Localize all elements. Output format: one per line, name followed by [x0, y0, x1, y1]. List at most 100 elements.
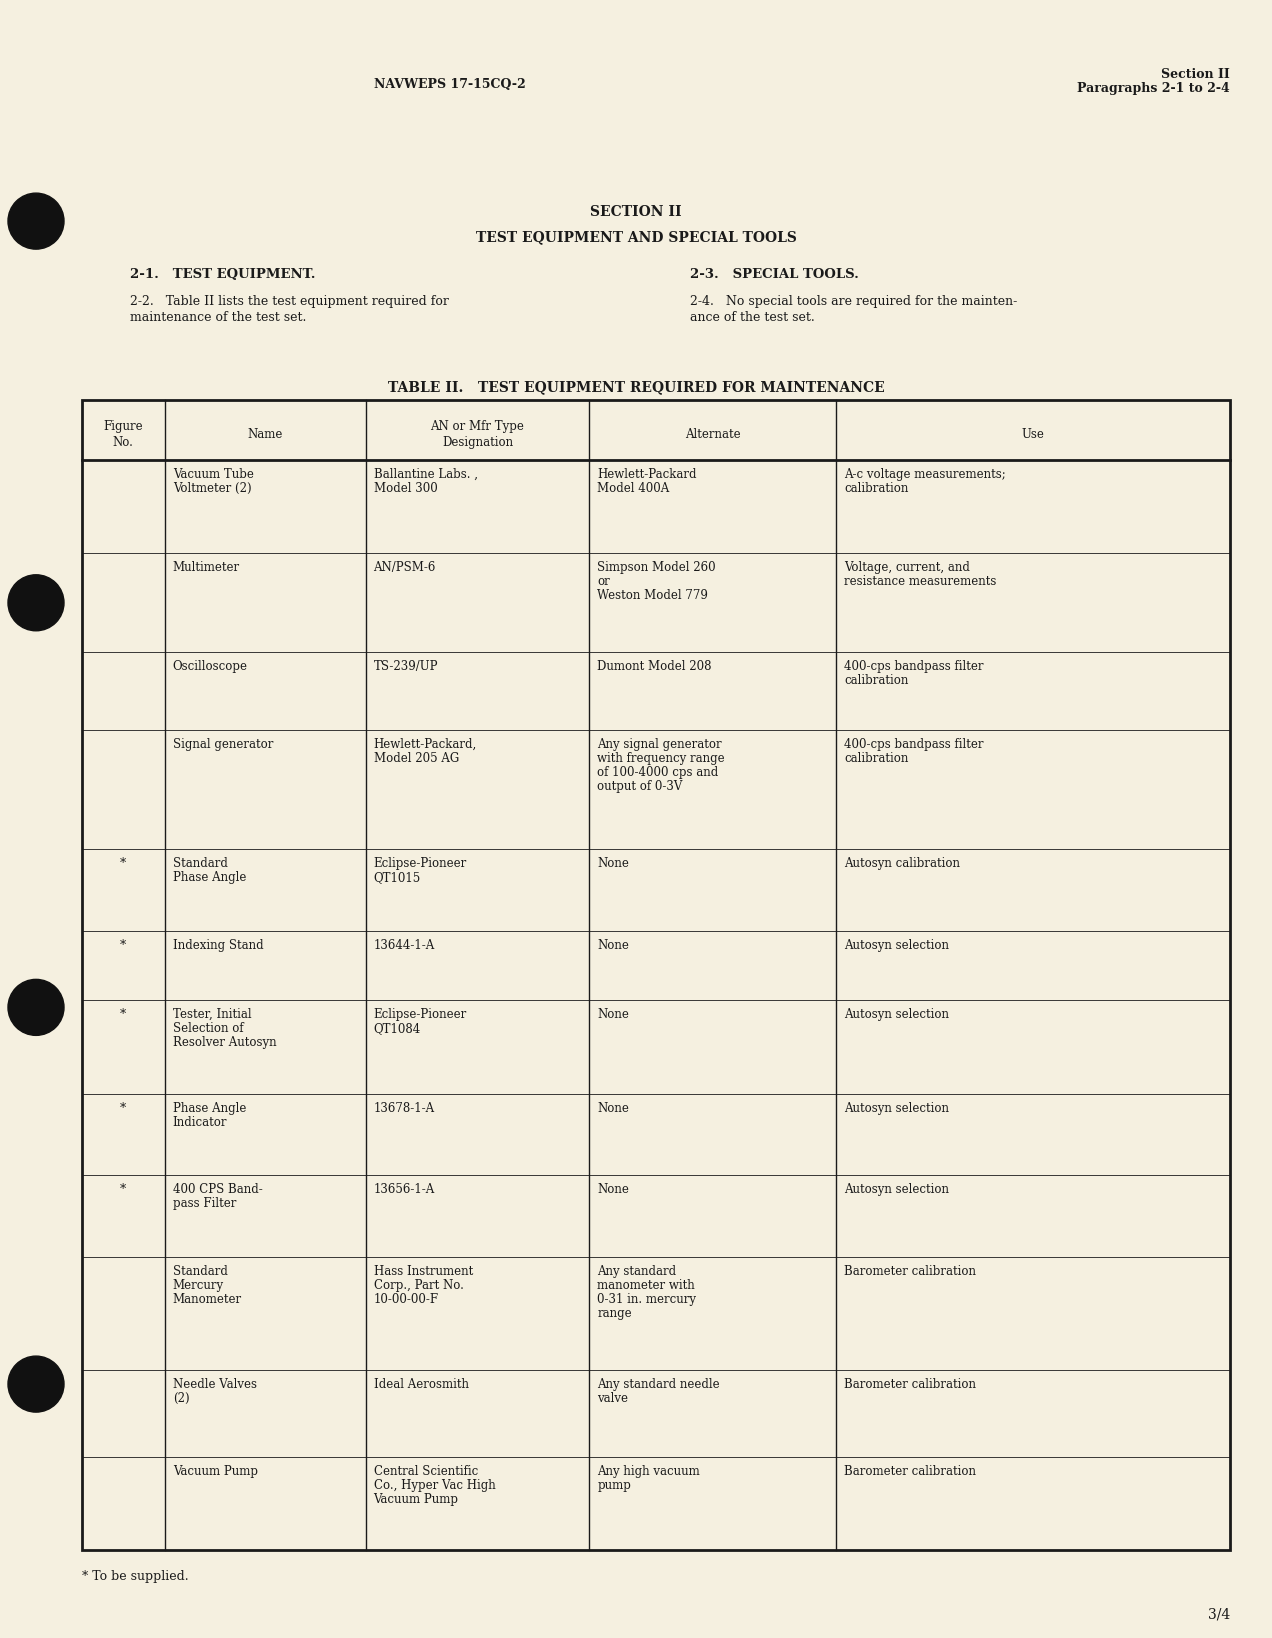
Text: 13678-1-A: 13678-1-A — [374, 1102, 435, 1114]
Text: Hewlett-Packard,: Hewlett-Packard, — [374, 737, 477, 750]
Text: Hass Instrument: Hass Instrument — [374, 1265, 473, 1278]
Text: Eclipse-Pioneer: Eclipse-Pioneer — [374, 1009, 467, 1020]
Text: Barometer calibration: Barometer calibration — [845, 1265, 976, 1278]
Text: TS-239/UP: TS-239/UP — [374, 660, 438, 673]
Text: Oscilloscope: Oscilloscope — [173, 660, 248, 673]
Text: *: * — [120, 939, 126, 952]
Text: Section II: Section II — [1161, 69, 1230, 80]
Text: Simpson Model 260: Simpson Model 260 — [598, 562, 716, 575]
Text: Vacuum Pump: Vacuum Pump — [173, 1464, 258, 1477]
Text: Ideal Aerosmith: Ideal Aerosmith — [374, 1378, 468, 1391]
Text: 13644-1-A: 13644-1-A — [374, 939, 435, 952]
Text: Autosyn selection: Autosyn selection — [845, 1102, 949, 1114]
Text: manometer with: manometer with — [598, 1279, 696, 1291]
Text: 13656-1-A: 13656-1-A — [374, 1183, 435, 1196]
Text: Tester, Initial: Tester, Initial — [173, 1009, 252, 1020]
Text: None: None — [598, 857, 630, 870]
Text: Use: Use — [1021, 428, 1044, 441]
Text: Phase Angle: Phase Angle — [173, 871, 245, 885]
Text: QT1015: QT1015 — [374, 871, 421, 885]
Text: Designation: Designation — [441, 436, 513, 449]
Text: QT1084: QT1084 — [374, 1022, 421, 1035]
Circle shape — [8, 1356, 64, 1412]
Text: None: None — [598, 1183, 630, 1196]
Text: valve: valve — [598, 1392, 628, 1405]
Text: 2-4.   No special tools are required for the mainten-: 2-4. No special tools are required for t… — [689, 295, 1018, 308]
Text: AN/PSM-6: AN/PSM-6 — [374, 562, 436, 575]
Text: resistance measurements: resistance measurements — [845, 575, 996, 588]
Text: Vacuum Tube: Vacuum Tube — [173, 468, 253, 482]
Text: 0-31 in. mercury: 0-31 in. mercury — [598, 1292, 696, 1305]
Text: output of 0-3V: output of 0-3V — [598, 780, 683, 793]
Text: Name: Name — [248, 428, 282, 441]
Text: Figure: Figure — [103, 419, 144, 432]
Text: Co., Hyper Vac High: Co., Hyper Vac High — [374, 1479, 495, 1492]
Text: Corp., Part No.: Corp., Part No. — [374, 1279, 463, 1291]
Text: Phase Angle: Phase Angle — [173, 1102, 245, 1114]
Text: Ballantine Labs. ,: Ballantine Labs. , — [374, 468, 477, 482]
Text: AN or Mfr Type: AN or Mfr Type — [430, 419, 524, 432]
Text: calibration: calibration — [845, 673, 908, 686]
Text: Vacuum Pump: Vacuum Pump — [374, 1492, 458, 1505]
Text: Indicator: Indicator — [173, 1115, 228, 1129]
Text: Signal generator: Signal generator — [173, 737, 273, 750]
Text: *: * — [120, 1102, 126, 1114]
Text: Central Scientific: Central Scientific — [374, 1464, 478, 1477]
Text: None: None — [598, 1102, 630, 1114]
Text: pump: pump — [598, 1479, 631, 1492]
Text: Weston Model 779: Weston Model 779 — [598, 590, 709, 603]
Circle shape — [8, 980, 64, 1035]
Text: Standard: Standard — [173, 1265, 228, 1278]
Text: 3/4: 3/4 — [1207, 1609, 1230, 1622]
Text: Any standard needle: Any standard needle — [598, 1378, 720, 1391]
Text: with frequency range: with frequency range — [598, 752, 725, 765]
Text: Autosyn selection: Autosyn selection — [845, 1183, 949, 1196]
Text: pass Filter: pass Filter — [173, 1197, 237, 1210]
Text: 400-cps bandpass filter: 400-cps bandpass filter — [845, 660, 983, 673]
Text: No.: No. — [113, 436, 134, 449]
Text: * To be supplied.: * To be supplied. — [81, 1569, 188, 1582]
Text: Model 205 AG: Model 205 AG — [374, 752, 459, 765]
Text: Model 400A: Model 400A — [598, 482, 669, 495]
Text: Barometer calibration: Barometer calibration — [845, 1464, 976, 1477]
Text: Hewlett-Packard: Hewlett-Packard — [598, 468, 697, 482]
Text: Alternate: Alternate — [686, 428, 740, 441]
Text: (2): (2) — [173, 1392, 190, 1405]
Text: of 100-4000 cps and: of 100-4000 cps and — [598, 765, 719, 778]
Text: calibration: calibration — [845, 482, 908, 495]
Text: Indexing Stand: Indexing Stand — [173, 939, 263, 952]
Text: Any signal generator: Any signal generator — [598, 737, 722, 750]
Text: 2-2.   Table II lists the test equipment required for: 2-2. Table II lists the test equipment r… — [130, 295, 449, 308]
Text: Multimeter: Multimeter — [173, 562, 240, 575]
Text: *: * — [120, 857, 126, 870]
Text: *: * — [120, 1009, 126, 1020]
Text: Paragraphs 2-1 to 2-4: Paragraphs 2-1 to 2-4 — [1077, 82, 1230, 95]
Text: Eclipse-Pioneer: Eclipse-Pioneer — [374, 857, 467, 870]
Text: 400 CPS Band-: 400 CPS Band- — [173, 1183, 262, 1196]
Text: Model 300: Model 300 — [374, 482, 438, 495]
Circle shape — [8, 193, 64, 249]
Text: or: or — [598, 575, 611, 588]
Text: Autosyn selection: Autosyn selection — [845, 1009, 949, 1020]
Text: Autosyn calibration: Autosyn calibration — [845, 857, 960, 870]
Text: 10-00-00-F: 10-00-00-F — [374, 1292, 439, 1305]
Text: calibration: calibration — [845, 752, 908, 765]
Text: 2-1.   TEST EQUIPMENT.: 2-1. TEST EQUIPMENT. — [130, 269, 315, 282]
Text: *: * — [120, 1183, 126, 1196]
Text: SECTION II: SECTION II — [590, 205, 682, 219]
Text: Resolver Autosyn: Resolver Autosyn — [173, 1037, 276, 1050]
Text: NAVWEPS 17-15CQ-2: NAVWEPS 17-15CQ-2 — [374, 79, 525, 92]
Text: TABLE II.   TEST EQUIPMENT REQUIRED FOR MAINTENANCE: TABLE II. TEST EQUIPMENT REQUIRED FOR MA… — [388, 380, 884, 395]
Text: range: range — [598, 1307, 632, 1320]
Text: Voltage, current, and: Voltage, current, and — [845, 562, 971, 575]
Text: ance of the test set.: ance of the test set. — [689, 311, 815, 324]
Text: Any standard: Any standard — [598, 1265, 677, 1278]
Text: A-c voltage measurements;: A-c voltage measurements; — [845, 468, 1006, 482]
Bar — [81, 400, 1230, 1550]
Text: Autosyn selection: Autosyn selection — [845, 939, 949, 952]
Circle shape — [8, 575, 64, 631]
Text: Manometer: Manometer — [173, 1292, 242, 1305]
Text: maintenance of the test set.: maintenance of the test set. — [130, 311, 307, 324]
Text: Voltmeter (2): Voltmeter (2) — [173, 482, 252, 495]
Text: Any high vacuum: Any high vacuum — [598, 1464, 700, 1477]
